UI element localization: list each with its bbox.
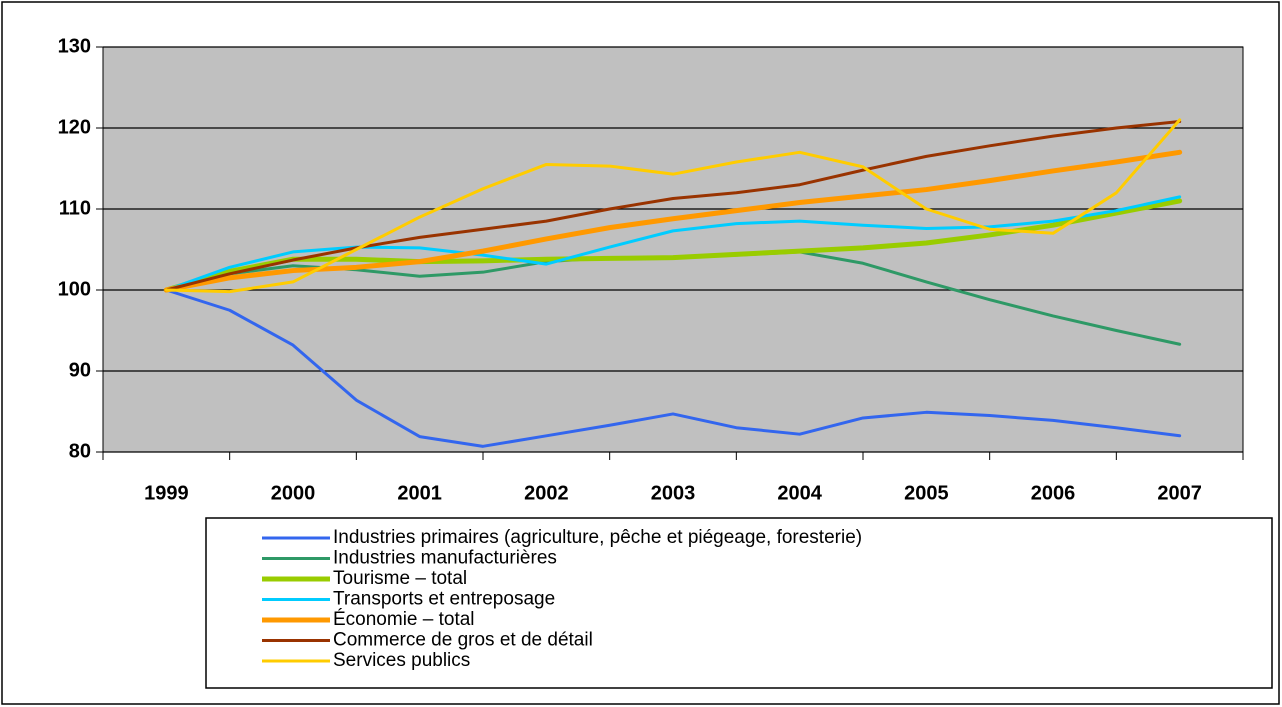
y-tick-label: 130 — [58, 35, 91, 57]
plot-area — [102, 46, 1244, 453]
x-tick-label: 2004 — [777, 482, 822, 504]
legend-label: Services publics — [333, 650, 470, 671]
legend-label: Économie – total — [333, 609, 475, 630]
x-tick-label: 2007 — [1157, 482, 1202, 504]
legend-label: Industries primaires (agriculture, pêche… — [333, 527, 862, 548]
series-line — [164, 288, 1182, 448]
y-tick-label: 100 — [58, 278, 91, 300]
x-tick-label: 2005 — [904, 482, 949, 504]
y-tick-label: 90 — [69, 359, 91, 381]
series-line — [164, 195, 1182, 292]
x-tick-label: 2006 — [1031, 482, 1076, 504]
legend-label: Tourisme – total — [333, 568, 467, 589]
legend-label: Industries manufacturières — [333, 548, 557, 569]
series-line — [164, 118, 1182, 294]
x-tick-label: 2002 — [524, 482, 569, 504]
legend-label: Transports et entreposage — [333, 589, 555, 610]
x-tick-label: 2000 — [271, 482, 316, 504]
legend-box — [205, 517, 1273, 689]
y-tick-label: 120 — [58, 116, 91, 138]
y-tick-label: 110 — [59, 197, 91, 219]
series-line — [164, 120, 1182, 292]
x-tick-label: 2003 — [651, 482, 696, 504]
x-tick-label: 2001 — [397, 482, 442, 504]
legend-label: Commerce de gros et de détail — [333, 630, 593, 651]
y-tick-label: 80 — [69, 440, 91, 462]
x-tick-label: 1999 — [144, 482, 189, 504]
series-line — [163, 149, 1183, 293]
